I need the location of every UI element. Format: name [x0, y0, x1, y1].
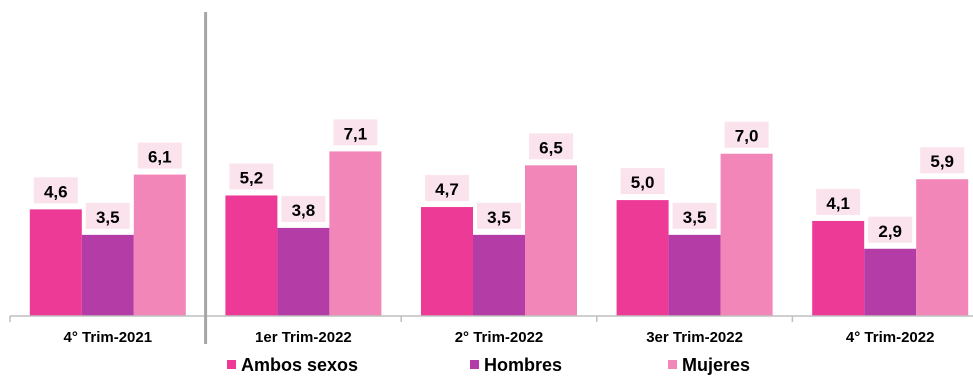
data-label: 6,5 [539, 138, 563, 157]
x-tick-label: 3er Trim-2022 [646, 329, 743, 346]
bar-ambos-sexos-2 [421, 207, 473, 316]
data-label: 3,5 [683, 208, 707, 227]
x-tick-label: 2° Trim-2022 [455, 329, 544, 346]
x-tick-label: 1er Trim-2022 [255, 329, 352, 346]
data-label-bg [333, 119, 378, 146]
data-label: 6,1 [148, 148, 172, 167]
bars-layer [29, 151, 969, 316]
data-label: 3,8 [292, 201, 316, 220]
legend-label: Hombres [484, 355, 562, 375]
data-label-bg [85, 202, 130, 229]
data-label: 7,0 [735, 127, 759, 146]
data-label: 3,5 [96, 208, 120, 227]
data-label: 3,5 [487, 208, 511, 227]
data-label-bg [620, 168, 665, 195]
data-label-bg [920, 147, 965, 174]
bar-hombres-1 [277, 227, 330, 316]
bar-ambos-sexos-4 [812, 220, 865, 316]
data-label-bg [137, 142, 182, 169]
legend-label: Mujeres [682, 355, 750, 375]
data-label-bg [529, 133, 573, 160]
data-label-bg [816, 188, 861, 215]
data-label: 5,0 [631, 173, 655, 192]
data-label-bg [724, 121, 769, 148]
x-tick-label: 4° Trim-2022 [846, 329, 935, 346]
data-label: 7,1 [344, 124, 368, 143]
bar-ambos-sexos-1 [225, 195, 278, 316]
legend-swatch [470, 360, 479, 369]
data-label: 4,7 [435, 180, 459, 199]
data-label-bg [477, 202, 521, 229]
data-label: 2,9 [878, 222, 902, 241]
bar-hombres-2 [473, 234, 525, 316]
bar-hombres-3 [668, 234, 721, 316]
legend-swatch [227, 360, 236, 369]
bar-mujeres-3 [720, 153, 773, 316]
bar-mujeres-0 [133, 174, 186, 316]
data-label: 4,6 [44, 182, 68, 201]
bar-hombres-4 [864, 248, 917, 316]
data-labels-layer: 4,6 3,5 6,1 5,2 3,8 7,1 4,7 3,5 6,5 5,0 3,5 7,0 4,1 2… [33, 119, 965, 243]
x-tick-label: 4° Trim-2021 [64, 329, 153, 346]
data-label-bg [281, 195, 326, 222]
legend-swatch [668, 360, 677, 369]
data-label: 4,1 [826, 194, 850, 213]
bar-mujeres-4 [916, 179, 969, 316]
bar-mujeres-1 [329, 151, 382, 316]
data-label: 5,2 [240, 168, 264, 187]
bar-ambos-sexos-0 [29, 209, 82, 316]
data-label-bg [33, 177, 78, 204]
legend-label: Ambos sexos [241, 355, 358, 375]
x-axis: 4° Trim-2021 1er Trim-2022 2° Trim-2022 3er… [9, 12, 973, 346]
data-label: 5,9 [930, 152, 954, 171]
bar-ambos-sexos-3 [616, 200, 669, 316]
data-label-bg [868, 216, 913, 243]
legend: Ambos sexos Hombres Mujeres [227, 355, 750, 375]
bar-hombres-0 [81, 234, 134, 316]
bar-mujeres-2 [525, 165, 577, 316]
data-label-bg [229, 163, 274, 190]
data-label-bg [425, 175, 469, 202]
data-label-bg [672, 202, 717, 229]
